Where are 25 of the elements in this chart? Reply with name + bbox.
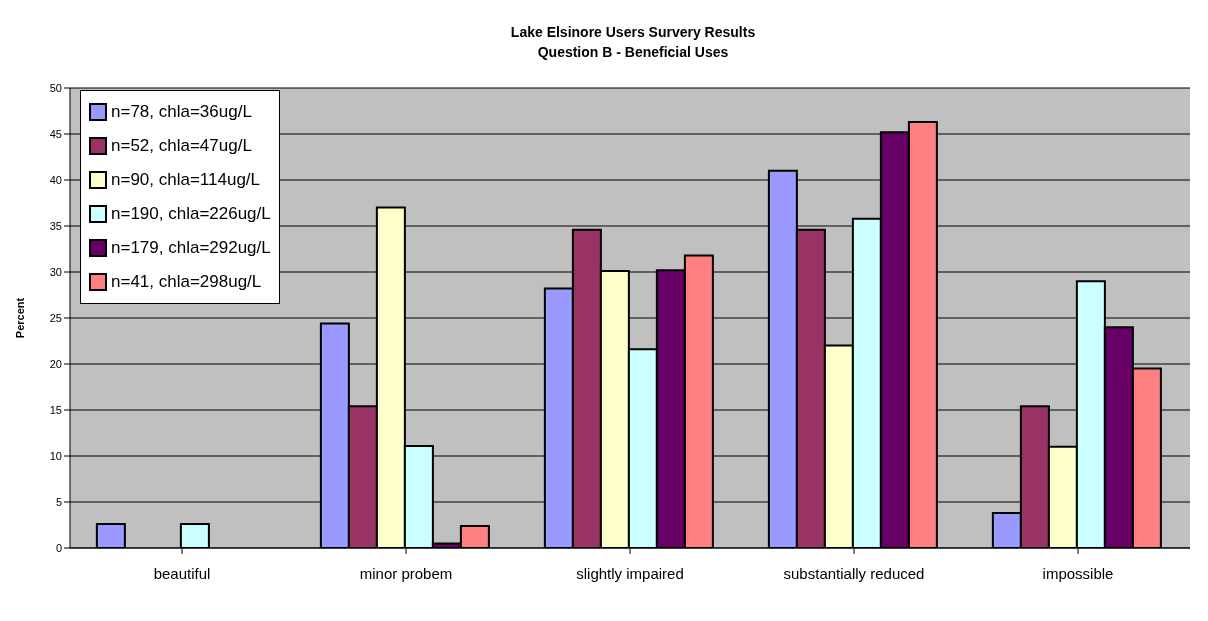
legend-label: n=41, chla=298ug/L <box>111 272 262 292</box>
y-tick-label: 20 <box>49 357 62 370</box>
legend-label: n=52, chla=47ug/L <box>111 136 252 156</box>
y-tick-label: 5 <box>55 495 62 508</box>
chart-title: Lake Elsinore Users Survery Results <box>509 23 757 42</box>
y-tick-label: 45 <box>49 127 62 140</box>
chart-subtitle: Question B - Beneficial Uses <box>536 43 730 62</box>
y-tick-label: 0 <box>55 541 62 554</box>
y-tick-label: 35 <box>49 219 62 232</box>
y-tick-label: 15 <box>49 403 62 416</box>
x-tick-label: minor probem <box>359 564 453 582</box>
x-tick-label: substantially reduced <box>783 564 925 582</box>
x-tick-label: impossible <box>1042 564 1114 582</box>
x-tick-label: beautiful <box>153 564 211 582</box>
legend-label: n=78, chla=36ug/L <box>111 102 252 122</box>
y-tick-label: 25 <box>49 311 62 324</box>
y-tick-label: 30 <box>49 265 62 278</box>
y-axis-title: Percent <box>13 297 26 339</box>
legend-label: n=179, chla=292ug/L <box>111 238 271 258</box>
legend-label: n=90, chla=114ug/L <box>111 170 261 190</box>
legend-label: n=190, chla=226ug/L <box>111 204 271 224</box>
y-tick-label: 40 <box>49 173 62 186</box>
y-tick-label: 10 <box>49 449 62 462</box>
x-tick-label: slightly impaired <box>576 564 684 582</box>
y-tick-label: 50 <box>49 81 62 94</box>
